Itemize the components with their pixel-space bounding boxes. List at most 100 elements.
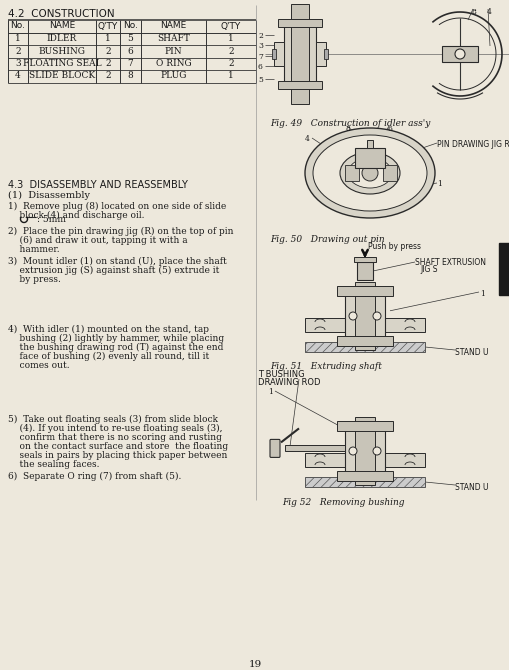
Text: by press.: by press. xyxy=(8,275,61,284)
Text: 6: 6 xyxy=(387,125,392,133)
Text: Q'TY: Q'TY xyxy=(220,21,241,31)
Bar xyxy=(304,453,344,467)
Bar xyxy=(344,425,384,477)
Text: 19: 19 xyxy=(248,660,261,669)
Ellipse shape xyxy=(304,128,434,218)
Bar xyxy=(354,417,374,485)
Text: 5: 5 xyxy=(258,76,262,84)
Bar xyxy=(336,286,392,296)
Text: 4.2  CONSTRUCTION: 4.2 CONSTRUCTION xyxy=(8,9,115,19)
Bar xyxy=(344,165,358,181)
Text: T BUSHING: T BUSHING xyxy=(258,370,304,379)
Text: O RING: O RING xyxy=(155,59,191,68)
Bar xyxy=(441,46,477,62)
Text: 2: 2 xyxy=(360,471,365,479)
Circle shape xyxy=(348,312,356,320)
Text: 1: 1 xyxy=(436,180,441,188)
Text: 8: 8 xyxy=(471,8,476,16)
Text: NAME: NAME xyxy=(160,21,186,31)
Text: Fig. 49   Construction of idler ass'y: Fig. 49 Construction of idler ass'y xyxy=(269,119,430,128)
Bar xyxy=(354,148,384,168)
Circle shape xyxy=(372,312,380,320)
Text: 1: 1 xyxy=(267,388,272,396)
Text: 5)  Take out floating seals (3) from slide block: 5) Take out floating seals (3) from slid… xyxy=(8,415,217,424)
Text: Fig. 50   Drawing out pin: Fig. 50 Drawing out pin xyxy=(269,235,384,244)
Text: 8: 8 xyxy=(127,72,133,80)
Bar xyxy=(354,282,374,350)
Text: JIG S: JIG S xyxy=(419,265,437,274)
Ellipse shape xyxy=(347,158,391,188)
Text: the bushing drawing rod (T) against the end: the bushing drawing rod (T) against the … xyxy=(8,343,223,352)
Text: block (4) and discharge oil.: block (4) and discharge oil. xyxy=(8,211,144,220)
FancyBboxPatch shape xyxy=(269,440,279,458)
Bar xyxy=(277,81,321,89)
Text: 2: 2 xyxy=(15,46,21,56)
Bar xyxy=(304,477,424,487)
Text: 1: 1 xyxy=(105,34,110,43)
Text: 3: 3 xyxy=(258,42,263,50)
Bar xyxy=(336,471,392,481)
Text: PIN DRAWING JIG R: PIN DRAWING JIG R xyxy=(436,140,509,149)
Text: 1: 1 xyxy=(15,34,21,43)
Text: (4). If you intend to re-use floating seals (3),: (4). If you intend to re-use floating se… xyxy=(8,424,222,433)
Text: 4)  With idler (1) mounted on the stand, tap: 4) With idler (1) mounted on the stand, … xyxy=(8,325,209,334)
Text: PLUG: PLUG xyxy=(160,72,186,80)
Bar xyxy=(336,421,392,431)
Text: 3)  Mount idler (1) on stand (U), place the shaft: 3) Mount idler (1) on stand (U), place t… xyxy=(8,257,227,266)
Text: 4.3  DISASSEMBLY AND REASSEMBLY: 4.3 DISASSEMBLY AND REASSEMBLY xyxy=(8,180,187,190)
Text: SHAFT EXTRUSION: SHAFT EXTRUSION xyxy=(414,258,485,267)
Text: (6) and draw it out, tapping it with a: (6) and draw it out, tapping it with a xyxy=(8,236,187,245)
Text: 2: 2 xyxy=(105,59,110,68)
Bar xyxy=(273,42,284,66)
Text: 6: 6 xyxy=(127,46,133,56)
Bar xyxy=(277,19,321,27)
Text: (1)  Disassembly: (1) Disassembly xyxy=(8,191,90,200)
Text: 4: 4 xyxy=(15,72,21,80)
Bar xyxy=(304,318,344,332)
Text: 1: 1 xyxy=(228,72,234,80)
Bar xyxy=(366,140,372,148)
Circle shape xyxy=(361,165,377,181)
Text: 1: 1 xyxy=(228,34,234,43)
Text: FLOATING SEAL: FLOATING SEAL xyxy=(22,59,101,68)
Text: Fig. 51   Extruding shaft: Fig. 51 Extruding shaft xyxy=(269,362,381,371)
Circle shape xyxy=(348,447,356,455)
Text: Fig 52   Removing bushing: Fig 52 Removing bushing xyxy=(281,498,404,507)
Text: Push by press: Push by press xyxy=(367,242,420,251)
Text: 6: 6 xyxy=(258,63,262,71)
Ellipse shape xyxy=(313,135,426,211)
Bar xyxy=(353,257,375,262)
Text: 7: 7 xyxy=(127,59,133,68)
Text: DRAWING ROD: DRAWING ROD xyxy=(258,378,320,387)
Text: 1: 1 xyxy=(479,290,484,298)
Text: STAND U: STAND U xyxy=(454,483,488,492)
Text: PIN: PIN xyxy=(164,46,182,56)
Bar xyxy=(304,342,424,352)
Bar xyxy=(336,336,392,346)
Text: 2)  Place the pin drawing jig (R) on the top of pin: 2) Place the pin drawing jig (R) on the … xyxy=(8,227,233,236)
Text: seals in pairs by placing thick paper between: seals in pairs by placing thick paper be… xyxy=(8,451,227,460)
Bar xyxy=(271,49,275,59)
Bar xyxy=(384,453,424,467)
Text: SLIDE BLOCK: SLIDE BLOCK xyxy=(29,72,95,80)
Bar xyxy=(323,49,327,59)
Bar xyxy=(384,318,424,332)
Bar xyxy=(316,42,325,66)
Text: 1: 1 xyxy=(299,8,304,16)
Circle shape xyxy=(454,49,464,59)
Circle shape xyxy=(372,447,380,455)
Text: 6)  Separate O ring (7) from shaft (5).: 6) Separate O ring (7) from shaft (5). xyxy=(8,472,181,481)
Text: hammer.: hammer. xyxy=(8,245,60,254)
Text: on the contact surface and store  the floating: on the contact surface and store the flo… xyxy=(8,442,228,451)
Bar xyxy=(498,243,509,295)
Bar xyxy=(356,262,372,280)
Text: 5: 5 xyxy=(360,340,365,348)
Text: SHAFT: SHAFT xyxy=(157,34,189,43)
Text: face of bushing (2) evenly all round, till it: face of bushing (2) evenly all round, ti… xyxy=(8,352,209,361)
Text: 2: 2 xyxy=(228,59,233,68)
Text: 4: 4 xyxy=(486,8,491,16)
Text: STAND U: STAND U xyxy=(454,348,488,357)
Bar xyxy=(382,165,396,181)
Text: No.: No. xyxy=(123,21,138,31)
Bar xyxy=(285,446,344,452)
